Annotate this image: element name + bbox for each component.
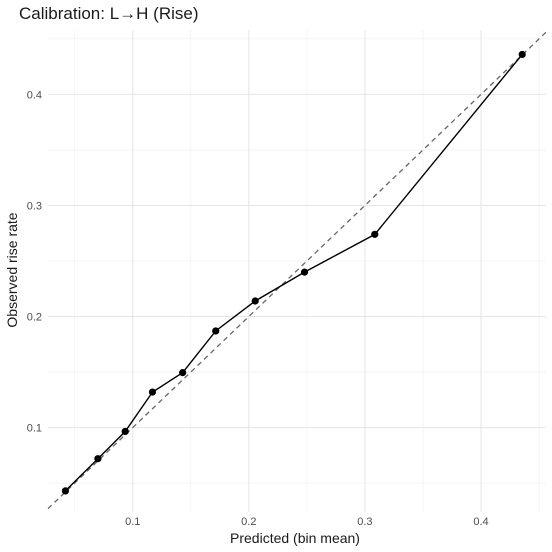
data-point xyxy=(212,327,220,335)
y-tick-label: 0.1 xyxy=(27,423,42,435)
data-point xyxy=(61,487,70,495)
y-tick-label: 0.2 xyxy=(27,312,42,324)
y-axis-title: Observed rise rate xyxy=(4,212,20,327)
x-axis-ticks: 0.1 0.2 0.3 0.4 xyxy=(125,516,489,528)
data-point xyxy=(148,388,157,396)
data-point xyxy=(371,230,379,238)
x-tick-label: 0.2 xyxy=(241,516,256,528)
x-tick-label: 0.3 xyxy=(357,516,372,528)
y-tick-label: 0.4 xyxy=(27,89,42,101)
grid xyxy=(48,30,546,512)
series-layer xyxy=(61,50,526,495)
x-axis-title: Predicted (bin mean) xyxy=(230,530,360,546)
data-point xyxy=(518,50,526,59)
data-point xyxy=(179,369,187,377)
data-point xyxy=(251,297,259,305)
x-tick-label: 0.1 xyxy=(125,516,140,528)
x-tick-label: 0.4 xyxy=(473,516,488,528)
reference-line-layer xyxy=(47,31,547,510)
y-tick-label: 0.3 xyxy=(27,200,42,212)
data-point xyxy=(121,427,129,436)
data-point xyxy=(94,455,102,463)
y-axis-ticks: 0.1 0.2 0.3 0.4 xyxy=(27,89,42,434)
reference-line xyxy=(47,31,547,510)
chart-title: Calibration: L→H (Rise) xyxy=(19,4,199,23)
series-line xyxy=(64,53,523,492)
data-point xyxy=(300,268,309,276)
